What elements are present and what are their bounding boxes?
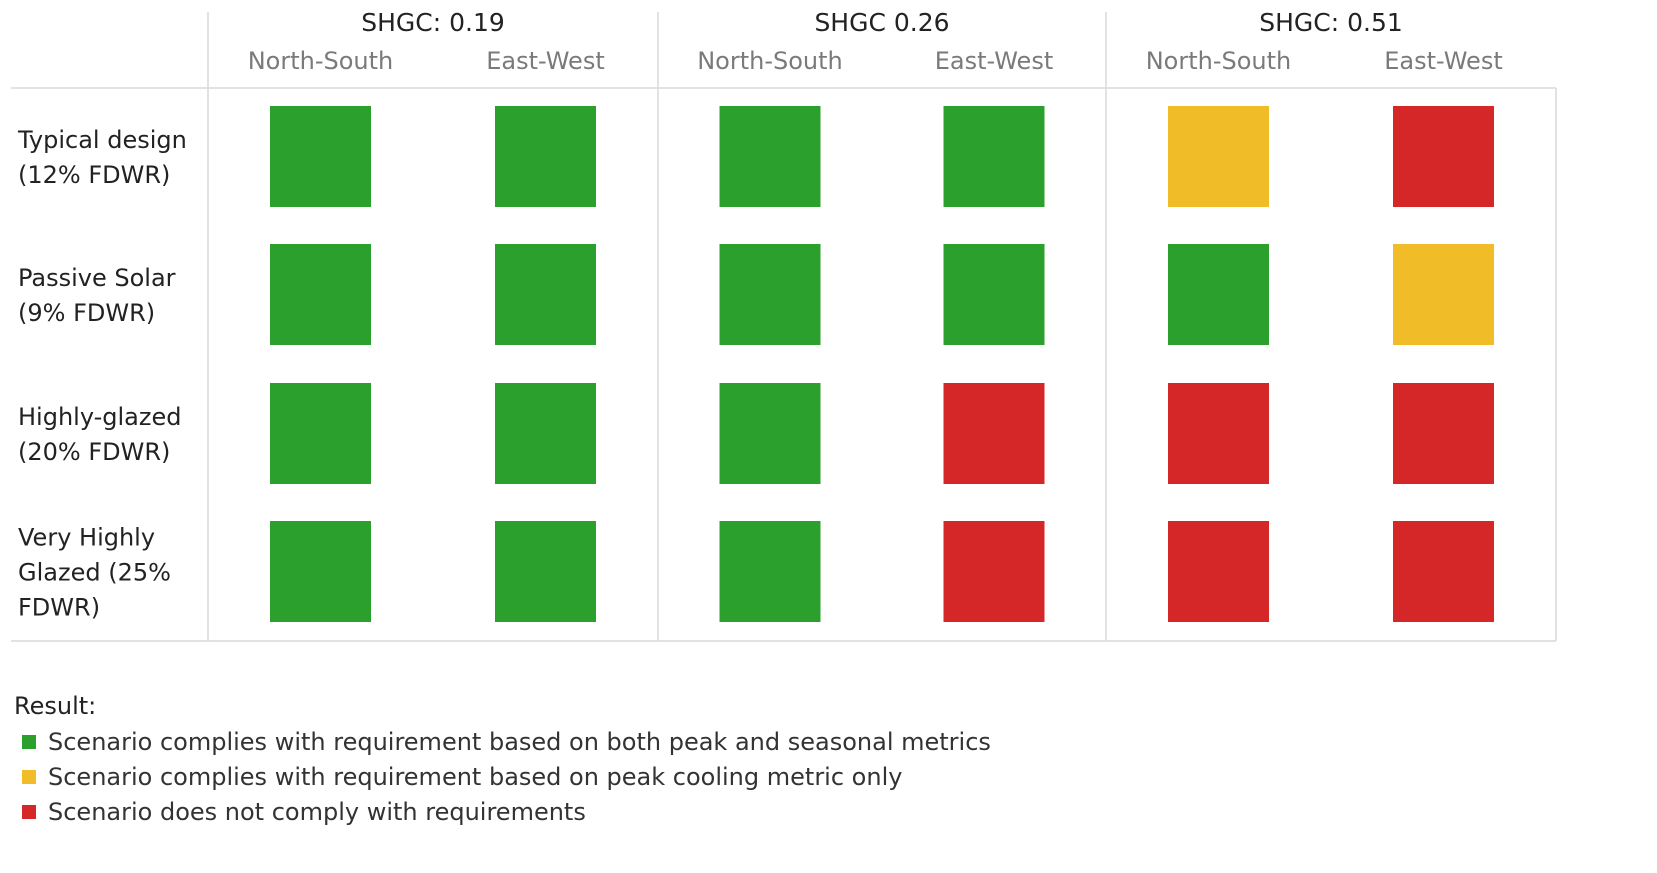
row-label-1-1: (9% FDWR) (18, 299, 155, 327)
row-label-3-0: Very Highly (18, 524, 155, 552)
cell-0-3 (943, 106, 1045, 207)
cell-2-0 (270, 383, 371, 484)
subgroup-label-2-0: North-South (1146, 47, 1292, 75)
cell-2-4 (1168, 383, 1269, 484)
subgroup-label-0-1: East-West (486, 47, 604, 75)
group-title-2: SHGC: 0.51 (1259, 8, 1403, 37)
row-label-2-1: (20% FDWR) (18, 438, 170, 466)
legend-item-peak: Scenario complies with requirement based… (14, 759, 991, 794)
cell-3-2 (719, 521, 821, 622)
group-title-0: SHGC: 0.19 (361, 8, 505, 37)
subgroup-label-0-0: North-South (248, 47, 394, 75)
legend-swatch-none (22, 804, 36, 819)
cell-1-5 (1393, 244, 1494, 345)
cell-0-0 (270, 106, 371, 207)
cell-3-5 (1393, 521, 1494, 622)
cell-2-5 (1393, 383, 1494, 484)
legend-title: Result: (14, 692, 97, 720)
cell-0-5 (1393, 106, 1494, 207)
cell-3-1 (495, 521, 596, 622)
cell-2-2 (719, 383, 821, 484)
legend: Result: Scenario complies with requireme… (14, 692, 991, 829)
cell-1-3 (943, 244, 1045, 345)
cell-2-1 (495, 383, 596, 484)
cell-3-0 (270, 521, 371, 622)
legend-item-none: Scenario does not comply with requiremen… (14, 794, 991, 829)
subgroup-label-1-0: North-South (697, 47, 843, 75)
subgroup-label-2-1: East-West (1384, 47, 1502, 75)
cell-2-3 (943, 383, 1045, 484)
cell-1-0 (270, 244, 371, 345)
cell-0-2 (719, 106, 821, 207)
row-label-3-2: FDWR) (18, 594, 100, 622)
legend-swatch-peak (22, 769, 36, 784)
legend-label-none: Scenario does not comply with requiremen… (48, 797, 586, 826)
subgroup-label-1-1: East-West (935, 47, 1053, 75)
cell-0-4 (1168, 106, 1269, 207)
cell-3-4 (1168, 521, 1269, 622)
legend-label-both: Scenario complies with requirement based… (48, 727, 991, 756)
cell-0-1 (495, 106, 596, 207)
cell-3-3 (943, 521, 1045, 622)
row-label-1-0: Passive Solar (18, 264, 176, 292)
row-label-3-1: Glazed (25% (18, 559, 171, 587)
legend-item-both: Scenario complies with requirement based… (14, 724, 991, 759)
group-title-1: SHGC 0.26 (814, 8, 949, 37)
cell-1-4 (1168, 244, 1269, 345)
row-label-0-0: Typical design (17, 126, 187, 154)
cell-1-1 (495, 244, 596, 345)
legend-swatch-both (22, 734, 36, 749)
legend-label-peak: Scenario complies with requirement based… (48, 762, 903, 791)
row-label-2-0: Highly-glazed (18, 403, 181, 431)
row-label-0-1: (12% FDWR) (18, 161, 170, 189)
cell-1-2 (719, 244, 821, 345)
